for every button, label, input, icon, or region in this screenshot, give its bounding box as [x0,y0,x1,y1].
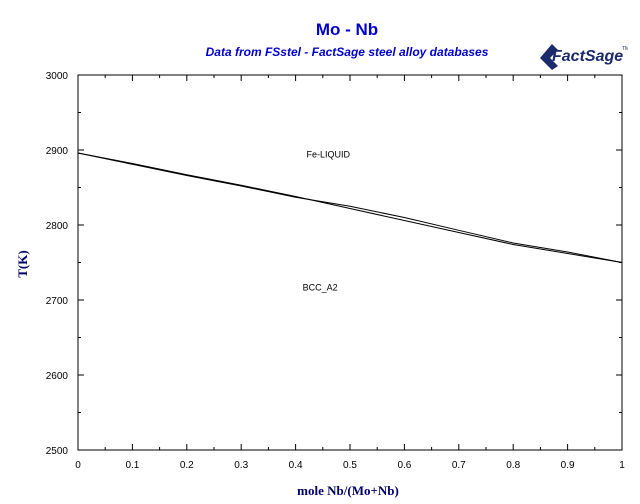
factsage-logo-tm: TM [622,46,628,52]
solidus-curve [77,152,623,263]
chart-title: Mo - Nb [315,20,379,39]
x-tick-label: 0.8 [506,460,520,471]
x-axis-ticks: 0 0.1 0.2 0.3 0.4 0.5 0.6 0.7 0.8 0.9 1 [75,75,625,471]
x-tick-label: 0.2 [180,460,194,471]
factsage-logo-mark [540,44,558,70]
factsage-logo-text: FactSage [552,48,623,65]
x-tick-label: 0.1 [125,460,139,471]
y-tick-label: 3000 [46,71,69,82]
liquidus-curve [77,152,623,263]
y-tick-label: 2800 [46,221,69,232]
y-axis-ticks: 2500 2600 2700 2800 2900 3000 [46,71,622,457]
factsage-logo: FactSage TM [540,44,628,70]
y-tick-label: 2900 [46,146,69,157]
plot-frame [77,74,623,451]
x-tick-label: 0.3 [234,460,248,471]
x-tick-label: 0.7 [452,460,466,471]
y-tick-label: 2700 [46,296,69,307]
y-axis-title: T(K) [15,250,30,277]
phase-boundary-curves [77,152,623,263]
y-tick-label: 2500 [46,446,69,457]
x-tick-label: 0.5 [343,460,357,471]
y-tick-label: 2600 [46,371,69,382]
chart-subtitle: Data from FSstel - FactSage steel alloy … [205,45,489,59]
x-axis-title: mole Nb/(Mo+Nb) [297,483,399,498]
x-tick-label: 0.4 [289,460,303,471]
liquid-region-label: Fe-LIQUID [306,150,350,160]
phase-region-labels: Fe-LIQUID BCC_A2 [303,150,351,293]
x-tick-label: 0 [75,460,81,471]
x-tick-label: 1 [619,460,625,471]
x-tick-label: 0.9 [561,460,575,471]
bcc-region-label: BCC_A2 [303,282,338,292]
x-tick-label: 0.6 [397,460,411,471]
